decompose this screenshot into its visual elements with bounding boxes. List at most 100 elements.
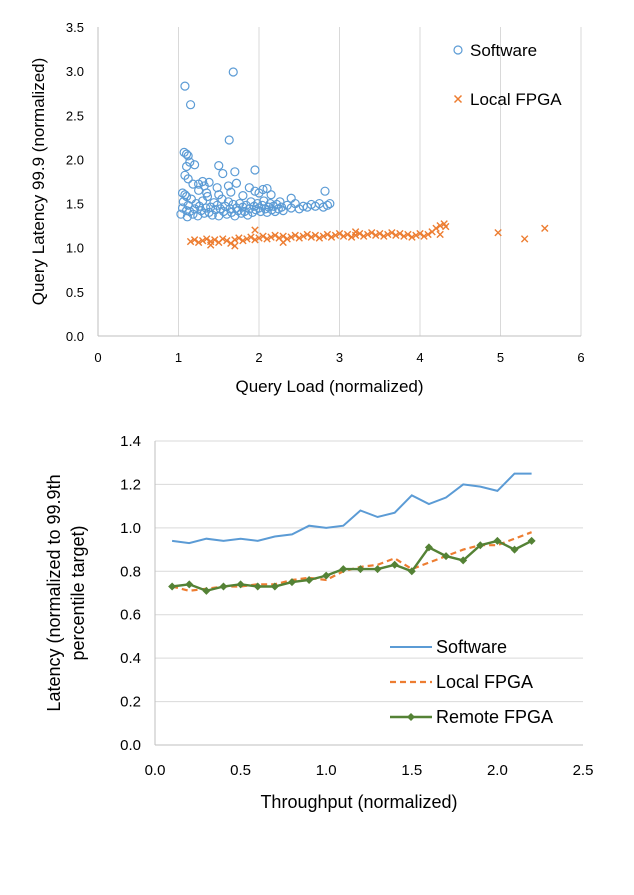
local-fpga-point — [404, 230, 412, 239]
local-fpga-point — [323, 230, 332, 239]
y-tick-label: 0.0 — [120, 737, 141, 754]
x-tick-label: 1 — [175, 350, 182, 365]
local-fpga-point — [319, 232, 328, 240]
x-tick-label: 3 — [336, 350, 343, 365]
legend: Software Local FPGA — [453, 41, 562, 109]
legend-local-fpga-label: Local FPGA — [470, 90, 562, 109]
software-point — [188, 179, 198, 189]
x-tick-label: 0.0 — [145, 762, 166, 779]
software-point — [265, 198, 275, 209]
software-point — [198, 176, 208, 187]
software-point — [223, 197, 234, 207]
local-fpga-point — [412, 231, 420, 240]
software-point — [188, 209, 198, 219]
software-point — [320, 186, 330, 196]
x-tick-label: 4 — [416, 350, 423, 365]
local-fpga-point — [343, 230, 352, 239]
software-line — [171, 472, 532, 545]
software-point — [190, 160, 200, 170]
local-fpga-point — [247, 233, 255, 241]
software-point — [244, 183, 254, 193]
y-tick-label: 2.0 — [66, 152, 84, 167]
local-fpga-point — [219, 235, 227, 243]
local-fpga-point — [190, 236, 199, 244]
software-point — [230, 167, 240, 177]
local-fpga-point — [363, 230, 372, 239]
x-tick-label: 0 — [94, 350, 101, 365]
software-point — [238, 191, 248, 201]
remote-fpga-marker — [236, 580, 245, 589]
local-fpga-point — [400, 232, 408, 240]
software-point — [193, 211, 203, 221]
software-point — [204, 177, 214, 187]
x-tick-label: 6 — [577, 350, 584, 365]
software-point — [243, 210, 253, 220]
local-fpga-point — [299, 232, 307, 240]
local-fpga-point — [194, 238, 203, 247]
remote-fpga-marker — [322, 571, 331, 580]
software-point — [322, 200, 333, 210]
software-point — [226, 187, 236, 197]
remote-fpga-marker — [185, 580, 194, 589]
software-point — [228, 67, 238, 77]
local-fpga-point — [223, 236, 231, 245]
y-axis-title: Latency (normalized to 99.9th percentile … — [44, 474, 88, 711]
y-tick-label: 0.6 — [120, 607, 141, 624]
remote-fpga-marker — [219, 582, 228, 591]
y-axis-title-line2: percentile target) — [68, 525, 88, 660]
local-fpga-point — [388, 229, 396, 237]
software-point — [250, 165, 260, 175]
software-point — [182, 212, 192, 222]
local-fpga-point — [368, 229, 376, 237]
software-point — [262, 183, 272, 194]
y-tick-label: 1.4 — [120, 433, 141, 450]
software-point — [231, 178, 242, 188]
local-fpga-point — [311, 231, 320, 240]
local-fpga-point — [271, 231, 279, 240]
legend-local-fpga-label: Local FPGA — [436, 672, 533, 692]
software-point — [209, 198, 219, 208]
software-point — [325, 198, 335, 209]
software-point — [185, 157, 195, 167]
local-fpga-point — [186, 237, 195, 246]
software-point — [207, 210, 217, 220]
local-fpga-point — [231, 242, 239, 250]
local-fpga-point — [416, 229, 424, 238]
y-tick-label: 1.5 — [66, 197, 84, 212]
local-fpga-point — [202, 235, 211, 243]
software-point — [275, 197, 285, 207]
y-tick-label: 3.0 — [66, 64, 84, 79]
local-fpga-point — [303, 230, 311, 239]
x-tick-label: 1.0 — [316, 762, 337, 779]
local-fpga-point — [251, 226, 259, 234]
local-fpga-point — [396, 229, 404, 238]
local-fpga-point — [291, 231, 299, 240]
y-axis-title-line1: Latency (normalized to 99.9th — [44, 474, 64, 711]
local-fpga-point — [420, 232, 428, 240]
remote-fpga-marker — [253, 582, 262, 591]
local-fpga-point — [315, 234, 324, 242]
y-tick-label: 3.5 — [66, 20, 84, 35]
y-tick-label: 0.8 — [120, 563, 141, 580]
x-tick-label: 1.5 — [401, 762, 422, 779]
legend-software-marker — [453, 45, 463, 55]
local-fpga-point — [380, 232, 388, 240]
software-point — [224, 135, 234, 145]
software-point — [202, 191, 213, 202]
local-fpga-point — [359, 232, 368, 240]
local-fpga-point — [494, 229, 502, 237]
scatter-chart: 0 1 2 3 4 5 6 0.0 0.5 1.0 1.5 2.0 2.5 3.0 3.5 Query Loa… — [29, 20, 585, 396]
local-fpga-point — [235, 234, 243, 242]
remote-fpga-marker — [476, 541, 485, 550]
software-point — [183, 151, 193, 161]
local-fpga-point — [372, 231, 380, 240]
local-fpga-point — [279, 232, 287, 240]
software-point — [185, 100, 196, 110]
local-fpga-point — [347, 233, 356, 241]
legend-software-label: Software — [470, 41, 537, 60]
software-point — [181, 191, 192, 202]
local-fpga-point — [251, 236, 259, 244]
software-point — [212, 183, 222, 193]
